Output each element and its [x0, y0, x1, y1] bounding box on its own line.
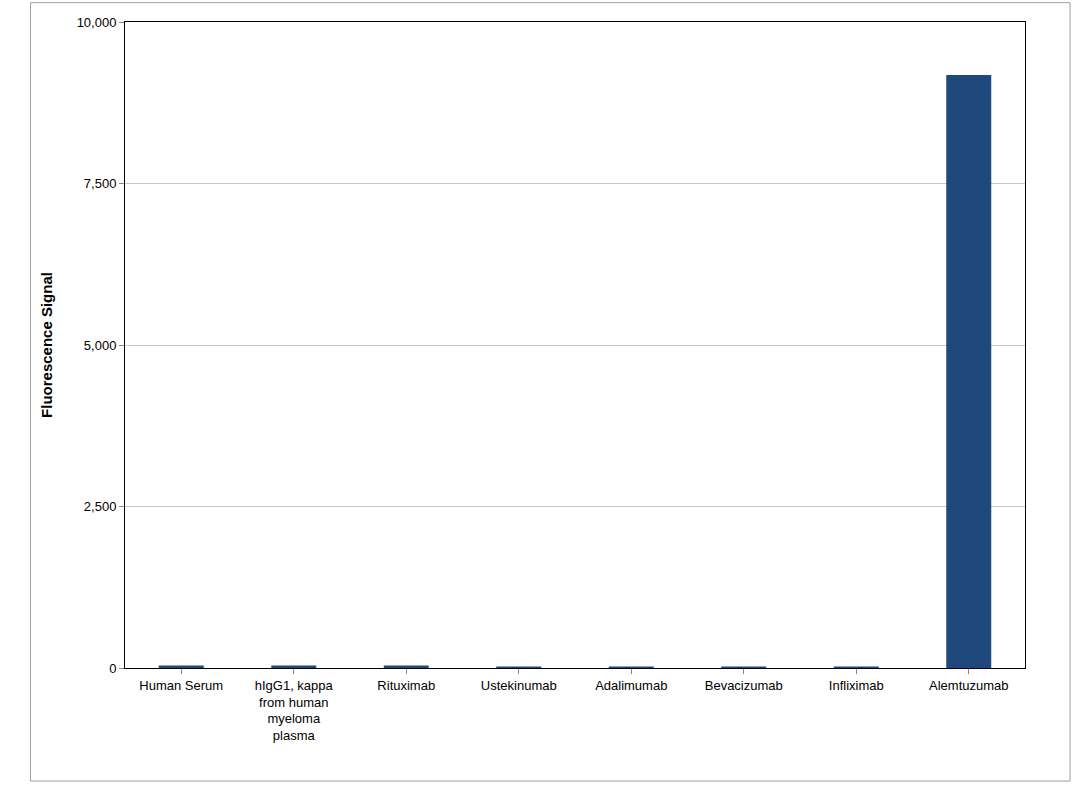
svg-text:Alemtuzumab: Alemtuzumab [929, 678, 1008, 693]
svg-text:10,000: 10,000 [77, 15, 117, 30]
svg-text:Ustekinumab: Ustekinumab [481, 678, 557, 693]
svg-text:Adalimumab: Adalimumab [595, 678, 667, 693]
svg-text:Human Serum: Human Serum [139, 678, 223, 693]
svg-text:hIgG1, kappafrom humanmyelomap: hIgG1, kappafrom humanmyelomaplasma [255, 678, 334, 744]
svg-text:0: 0 [109, 661, 116, 676]
svg-text:Rituximab: Rituximab [377, 678, 435, 693]
svg-text:7,500: 7,500 [84, 176, 117, 191]
svg-text:Fluorescence Signal: Fluorescence Signal [38, 272, 55, 418]
svg-text:Bevacizumab: Bevacizumab [705, 678, 783, 693]
svg-text:5,000: 5,000 [84, 338, 117, 353]
svg-text:Infliximab: Infliximab [829, 678, 884, 693]
svg-text:2,500: 2,500 [84, 499, 117, 514]
